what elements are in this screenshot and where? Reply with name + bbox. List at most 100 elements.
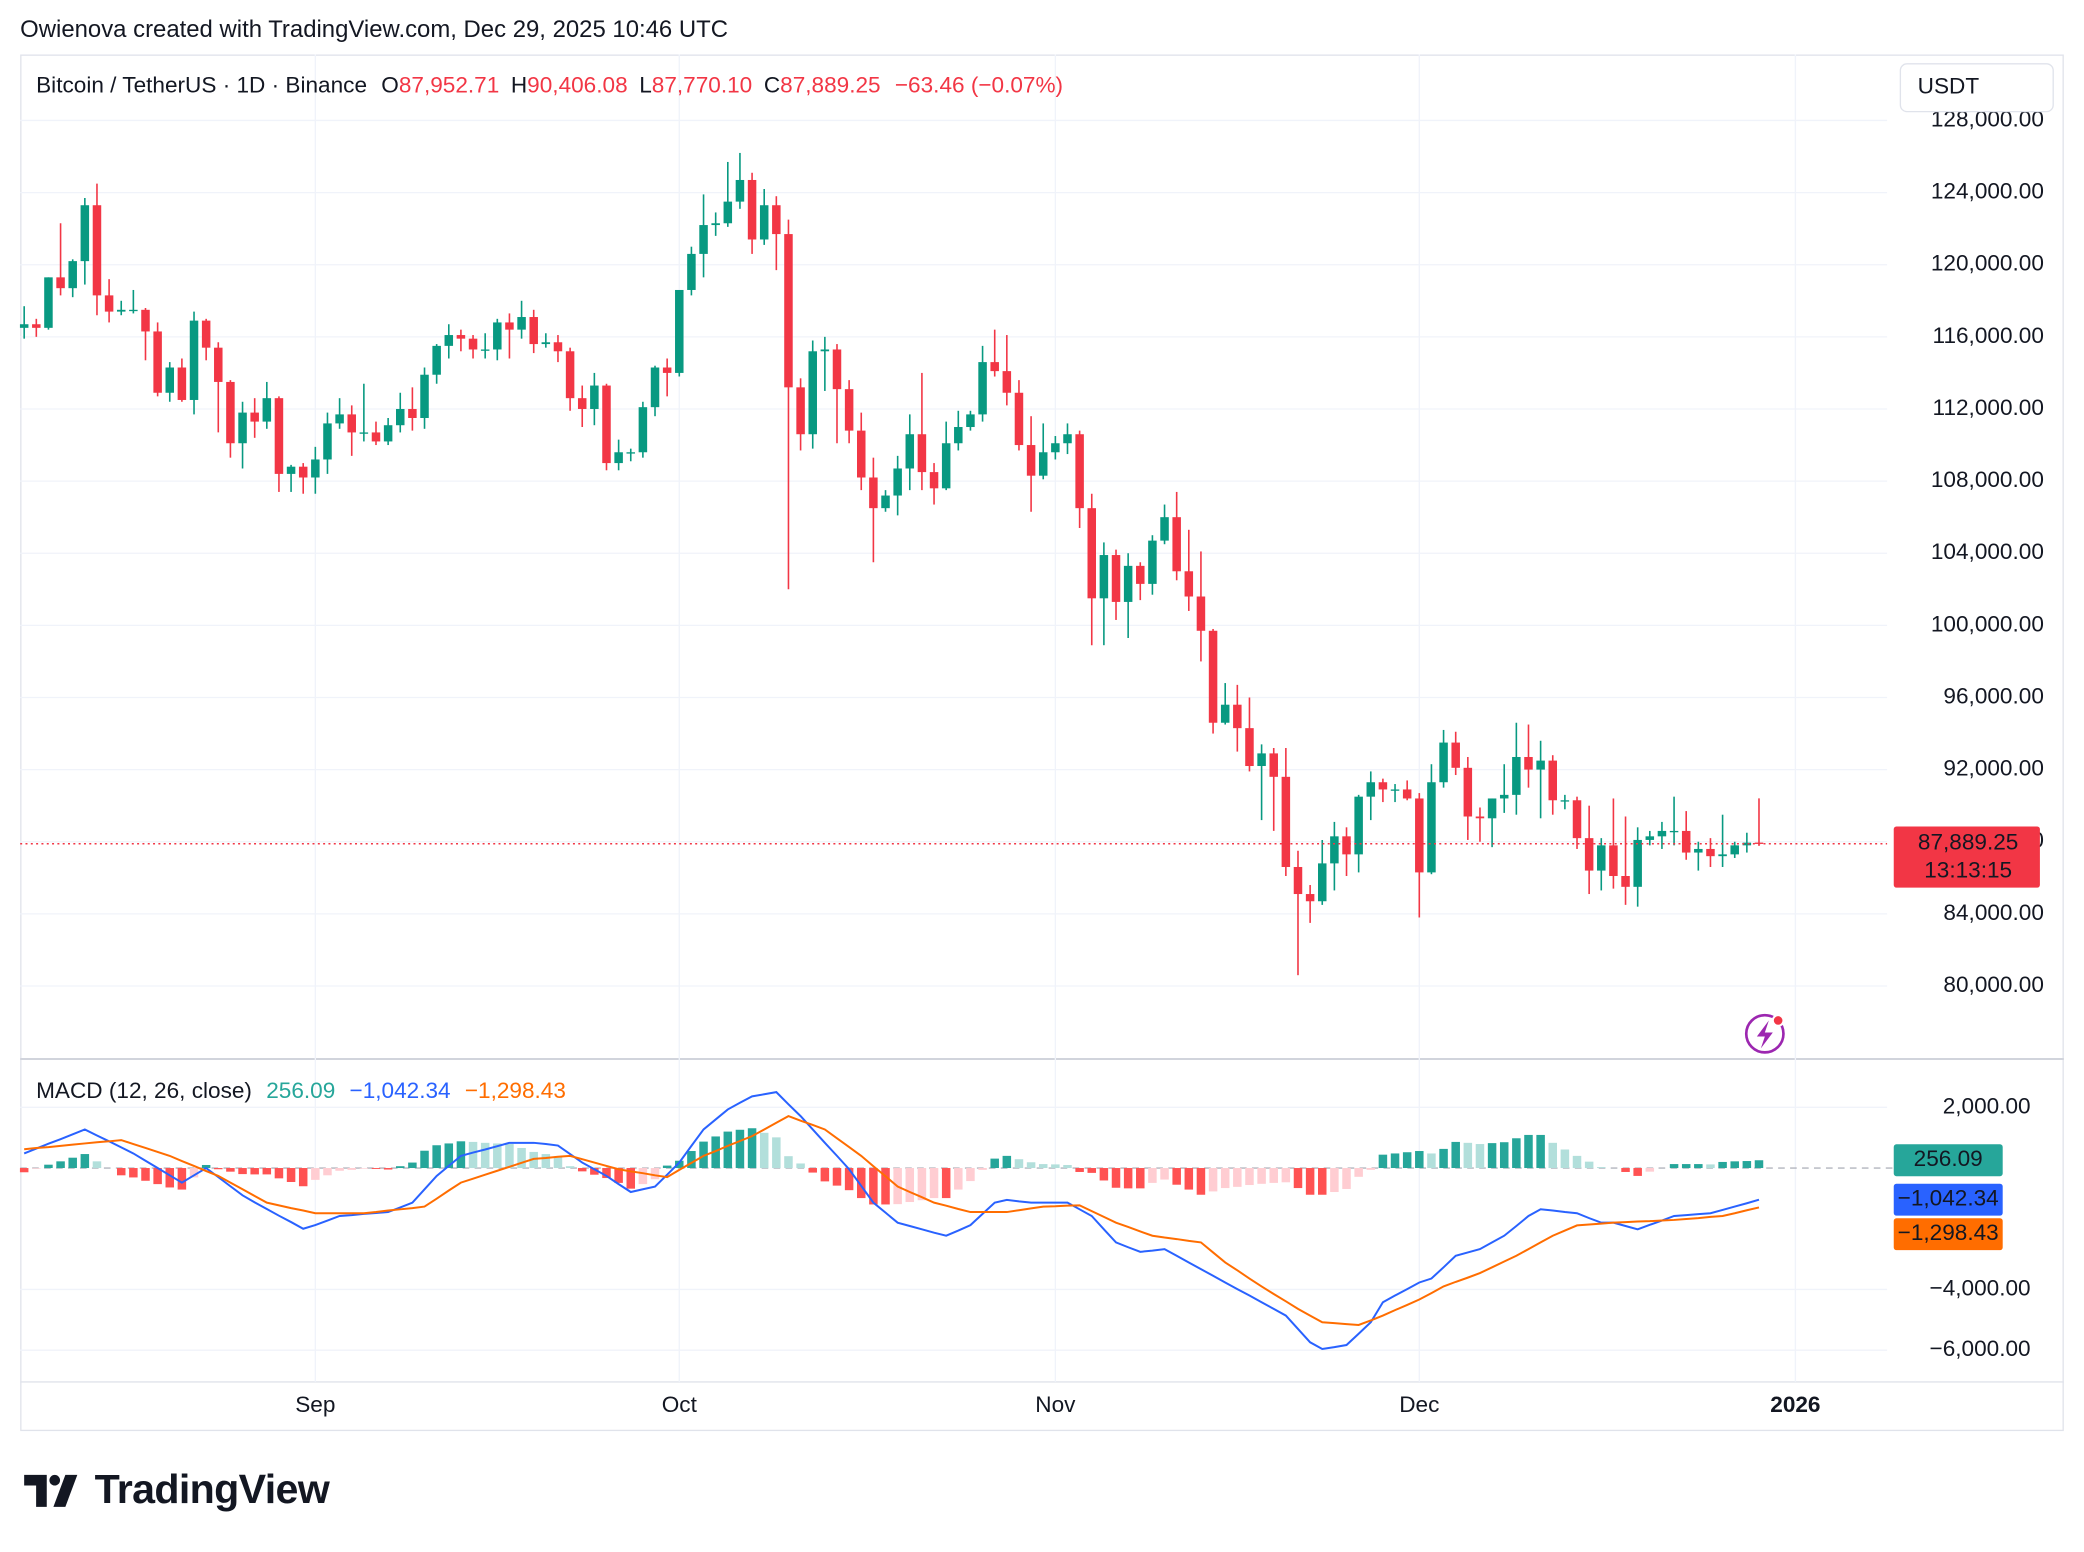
histogram-bar	[1123, 1168, 1133, 1189]
histogram-bar	[493, 1143, 502, 1169]
candle-body	[1208, 630, 1218, 723]
histogram-bar	[565, 1166, 575, 1169]
candle-body	[1318, 863, 1327, 902]
candle-body	[978, 362, 987, 415]
histogram-bar	[529, 1151, 538, 1169]
candle-body	[1718, 854, 1727, 857]
histogram-bar	[44, 1164, 53, 1169]
icon-dot[interactable]	[1771, 1014, 1785, 1027]
histogram-bar	[723, 1131, 733, 1169]
histogram-bar	[1427, 1153, 1436, 1169]
histogram-bar	[274, 1168, 284, 1179]
histogram-bar	[602, 1168, 611, 1179]
candle-body	[1499, 794, 1509, 799]
logo-mark[interactable]	[49, 1474, 61, 1486]
histogram-bar	[311, 1168, 320, 1180]
histogram-bar	[1002, 1155, 1012, 1169]
histogram-bar	[844, 1168, 854, 1191]
brand-logo[interactable]: TradingView	[24, 1466, 331, 1512]
y-tick-label: 112,000.00	[1933, 395, 2044, 420]
change: −63.46 (−0.07%)	[895, 72, 1063, 97]
candle-body	[1330, 836, 1339, 864]
candle-body	[1572, 800, 1582, 839]
candle-body	[226, 381, 235, 444]
currency[interactable]: USDT	[1918, 74, 1980, 99]
histogram-bar	[165, 1168, 175, 1188]
candle-body	[444, 335, 454, 346]
alert-icon[interactable]	[1744, 1013, 1785, 1054]
histogram-bar	[1014, 1159, 1024, 1169]
icon-ring[interactable]	[1744, 1013, 1785, 1054]
candle-body	[1730, 845, 1739, 855]
candle-body	[1136, 565, 1145, 584]
histogram-bar	[32, 1168, 41, 1169]
x-tick-label: Nov	[1035, 1392, 1076, 1417]
icon-bolt[interactable]	[1756, 1020, 1773, 1049]
histogram-bar	[1220, 1168, 1230, 1189]
last-price-tag	[1893, 826, 2040, 888]
signal-tag	[1893, 1218, 2003, 1251]
histogram-tag-label: 256.09	[1914, 1146, 1983, 1171]
candle-body	[1196, 596, 1206, 631]
histogram-bar	[1487, 1143, 1497, 1169]
candle-body	[1475, 816, 1485, 819]
candle-body	[153, 331, 162, 393]
ohlc-key: C	[764, 72, 780, 97]
symbol: Bitcoin / TetherUS · 1D · Binance	[36, 72, 367, 97]
histogram-bar	[250, 1168, 259, 1175]
candle-body	[1075, 434, 1084, 509]
candle-body	[1427, 782, 1436, 873]
candle-body	[1002, 371, 1012, 393]
logo-mark[interactable]	[53, 1474, 78, 1507]
candle-body	[1245, 728, 1254, 767]
candle-body	[1451, 742, 1460, 768]
histogram-bar	[1184, 1168, 1194, 1190]
candle-body	[723, 201, 733, 224]
histogram-bar	[1257, 1168, 1266, 1184]
histogram-bar	[1293, 1168, 1303, 1189]
currency-box[interactable]	[1899, 63, 2054, 113]
candle-body	[553, 342, 563, 352]
histogram-bar	[1233, 1168, 1242, 1187]
histogram-bar	[1584, 1161, 1594, 1169]
candle-body	[638, 407, 648, 453]
candle-body	[1512, 756, 1521, 795]
histogram-bar	[420, 1150, 429, 1169]
histogram-bar	[1148, 1168, 1157, 1183]
candle-body	[1233, 704, 1242, 729]
candle-body	[92, 205, 102, 296]
ohlc-value: 87,770.10	[652, 72, 752, 97]
candle-body	[298, 466, 308, 478]
histogram-bar	[1742, 1161, 1752, 1169]
histogram-bar	[1402, 1152, 1412, 1169]
candle-body	[735, 179, 745, 202]
candle-body	[1597, 845, 1606, 871]
candle-body	[408, 408, 417, 418]
signal-line	[24, 1115, 1760, 1327]
candle-body	[577, 398, 587, 409]
y-tick-label: 92,000.00	[1943, 756, 2043, 781]
histogram-bar	[408, 1162, 417, 1169]
histogram-bar	[1160, 1168, 1169, 1180]
candle-body	[1536, 760, 1545, 770]
candle-body	[1148, 540, 1157, 584]
brand[interactable]: TradingView	[95, 1466, 332, 1512]
histogram-bar	[577, 1168, 587, 1172]
logo-mark[interactable]	[24, 1474, 47, 1507]
candle-body	[250, 412, 259, 422]
histogram-bar	[238, 1168, 247, 1175]
candle-body	[1293, 866, 1303, 895]
candle-body	[238, 412, 247, 444]
candle-body	[1014, 392, 1024, 446]
candle-body	[371, 432, 381, 442]
histogram-bar	[614, 1168, 623, 1183]
histogram-bar	[966, 1168, 975, 1182]
candle-body	[1669, 830, 1679, 833]
candle-body	[1378, 782, 1388, 790]
histogram-bar	[1597, 1167, 1606, 1169]
histogram-bar	[262, 1168, 272, 1175]
candle-body	[1281, 776, 1291, 867]
y-tick-label: 100,000.00	[1931, 611, 2044, 636]
candle-body	[881, 495, 890, 509]
